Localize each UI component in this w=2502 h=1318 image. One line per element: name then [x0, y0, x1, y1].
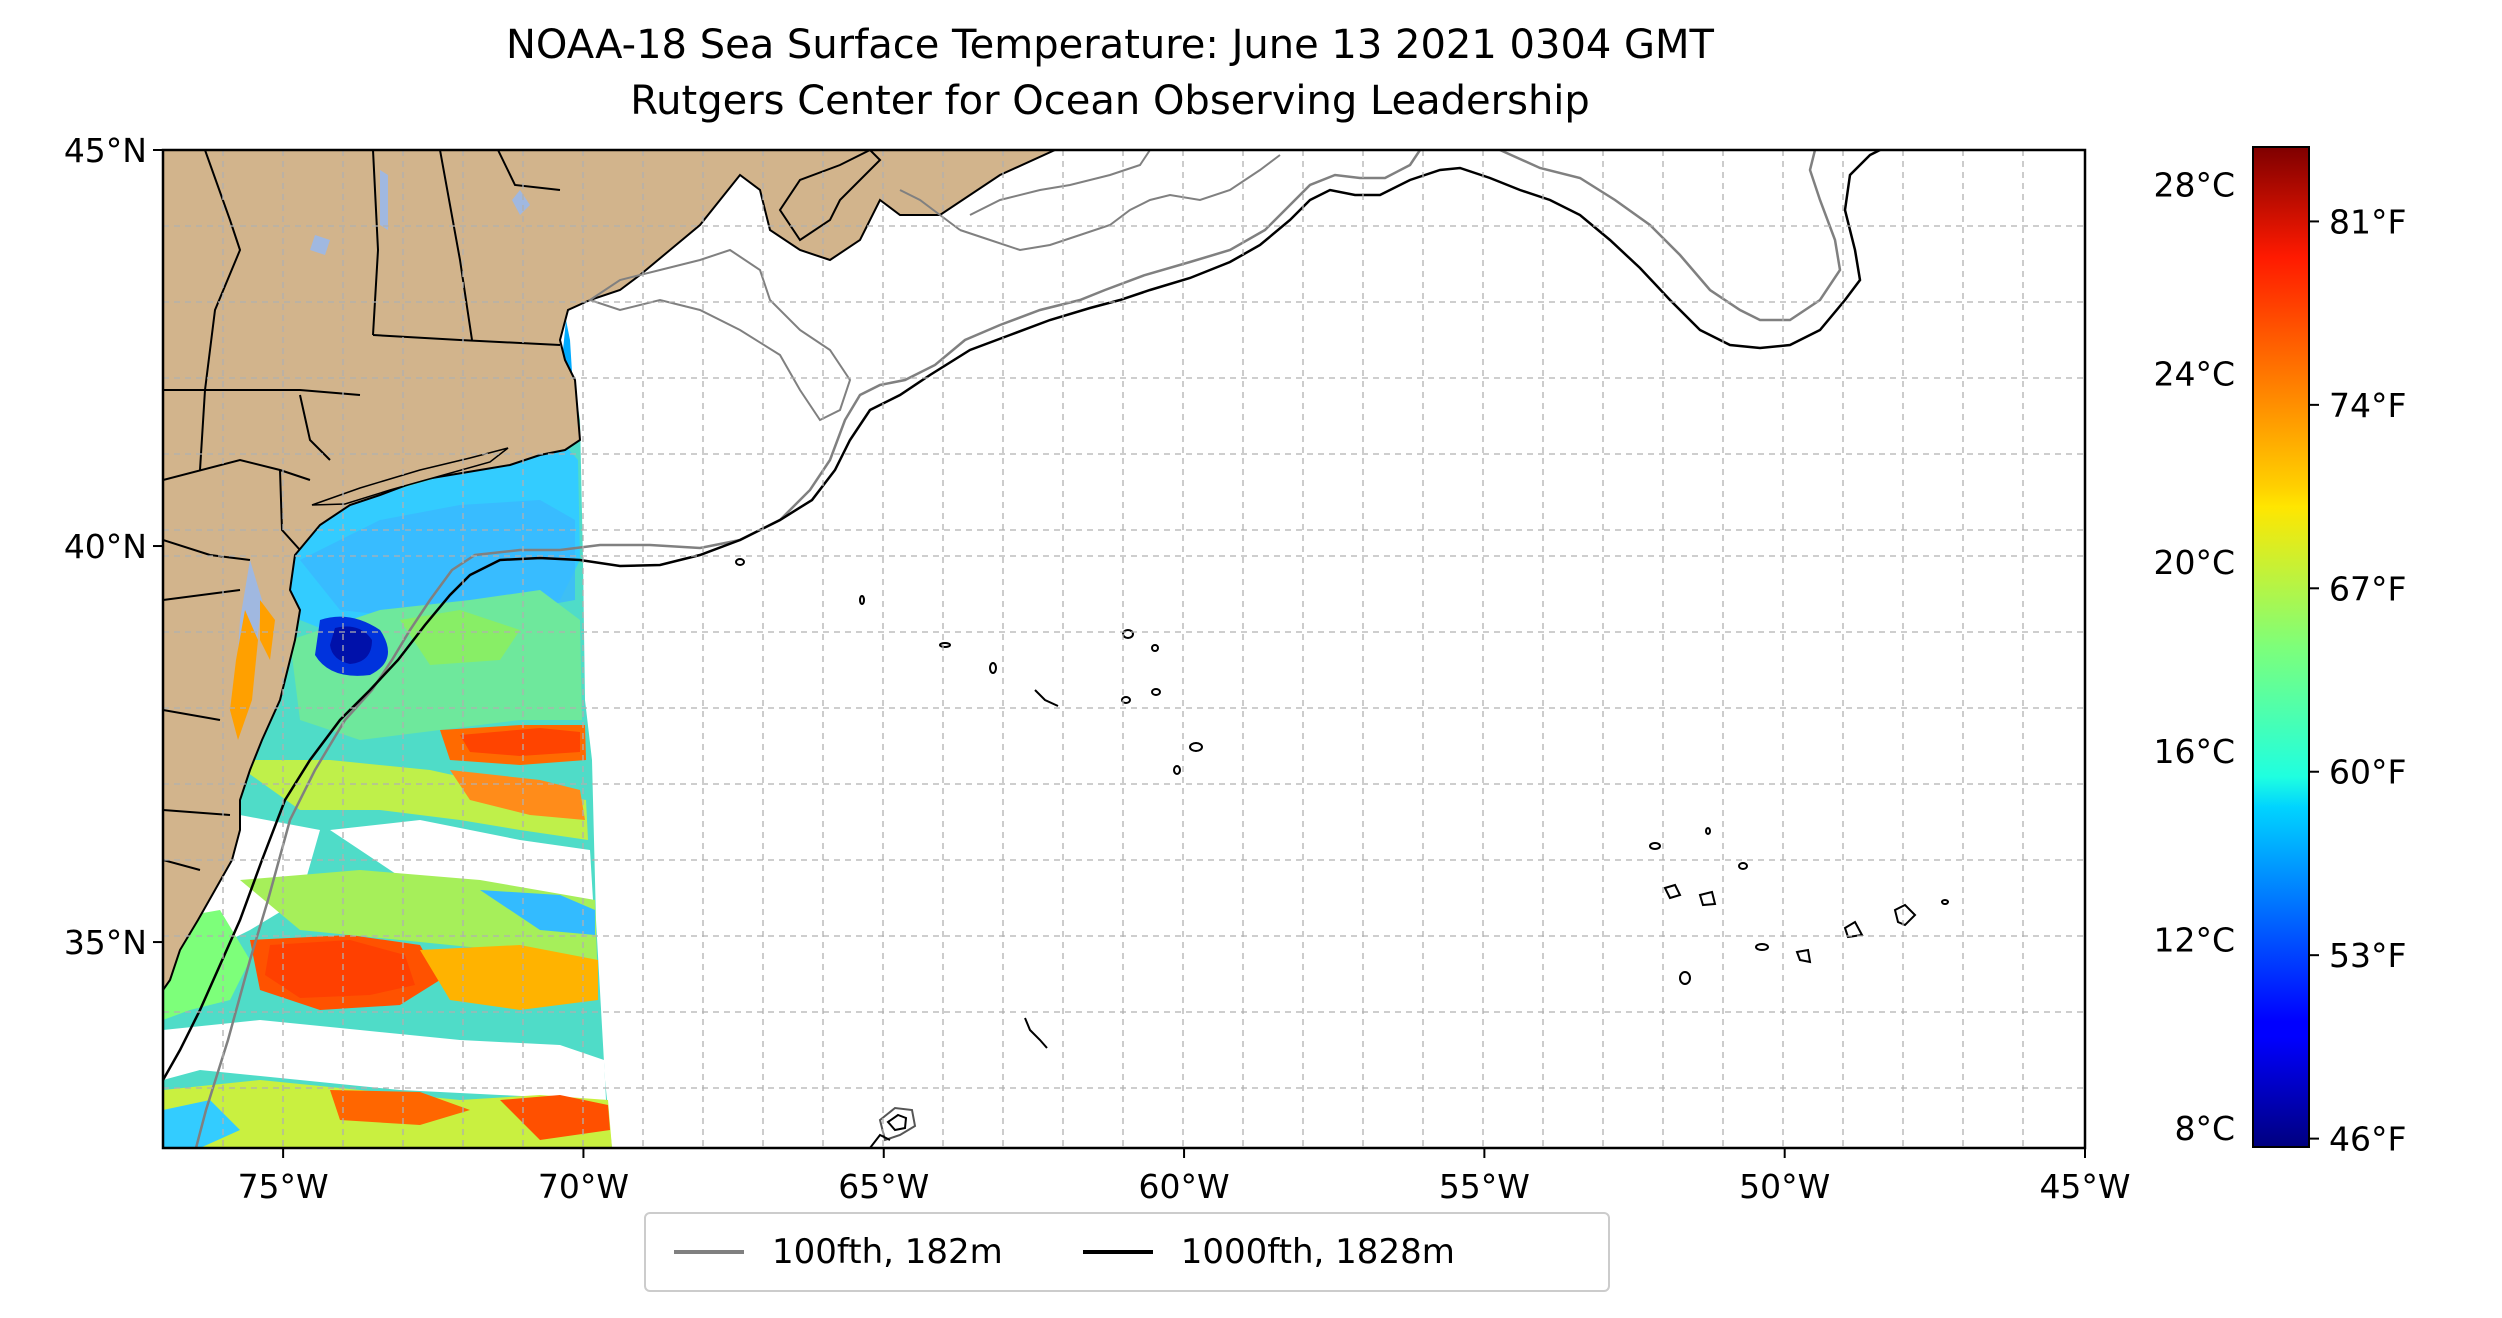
celsius-tick-label: 16°C [2153, 732, 2235, 771]
map-frame [161, 148, 2087, 1150]
celsius-tick-label: 12°C [2153, 920, 2235, 959]
celsius-tick-label: 20°C [2153, 543, 2235, 582]
lon-tick-label: 50°W [1739, 1167, 1830, 1206]
contour-1000fth [163, 150, 1881, 1081]
lon-tick-label: 75°W [238, 1167, 329, 1206]
lon-tick-label: 45°W [2039, 1167, 2130, 1206]
state-borders [163, 150, 561, 871]
contour-100fth [194, 150, 1842, 1148]
colorbar [2252, 146, 2310, 1148]
legend-item-100fth: 100fth, 182m [674, 1232, 1003, 1272]
legend-label-1000fth: 1000fth, 1828m [1180, 1232, 1455, 1272]
fahrenheit-tick-label: 74°F [2329, 386, 2406, 425]
lon-tick-label: 65°W [838, 1167, 929, 1206]
lat-tick-label: 35°N [64, 923, 147, 962]
gridlines [163, 150, 2085, 1148]
map-subtitle: Rutgers Center for Ocean Observing Leade… [630, 78, 1590, 124]
longitude-axis: 75°W 70°W 65°W 60°W 55°W 50°W 45°W [238, 1148, 2131, 1206]
lon-tick-label: 55°W [1439, 1167, 1530, 1206]
map-title: NOAA-18 Sea Surface Temperature: June 13… [505, 22, 1714, 68]
legend-item-1000fth: 1000fth, 1828m [1082, 1232, 1455, 1272]
fahrenheit-tick-label: 67°F [2329, 569, 2406, 608]
legend-label-100fth: 100fth, 182m [772, 1232, 1003, 1272]
fahrenheit-tick-label: 46°F [2329, 1120, 2406, 1159]
celsius-tick-label: 24°C [2153, 354, 2235, 393]
colorbar-fahrenheit-axis: 81°F 74°F 67°F 60°F 53°F 46°F [2309, 202, 2406, 1159]
colorbar-celsius-axis: 28°C 24°C 20°C 16°C 12°C 8°C [2153, 166, 2235, 1148]
lat-tick-label: 45°N [64, 131, 147, 170]
map-panel [163, 150, 2085, 1148]
legend: 100fth, 182m 1000fth, 1828m [644, 1212, 1610, 1292]
celsius-tick-label: 28°C [2153, 166, 2235, 205]
contour-100fth-gulf-of-maine [587, 150, 1281, 422]
latitude-axis: 45°N 40°N 35°N [64, 131, 163, 962]
lat-tick-label: 40°N [64, 527, 147, 566]
fahrenheit-tick-label: 60°F [2329, 753, 2406, 792]
lon-tick-label: 70°W [538, 1167, 629, 1206]
fahrenheit-tick-label: 53°F [2329, 936, 2406, 975]
chesapeake-bay [230, 600, 275, 740]
sst-swath [163, 200, 612, 1148]
legend-line-black [1082, 1250, 1153, 1254]
legend-line-gray [674, 1250, 744, 1254]
celsius-tick-label: 8°C [2174, 1109, 2235, 1148]
fahrenheit-tick-label: 81°F [2329, 202, 2406, 241]
land [163, 150, 1056, 992]
lon-tick-label: 60°W [1139, 1167, 1230, 1206]
seamounts [735, 558, 1949, 1148]
